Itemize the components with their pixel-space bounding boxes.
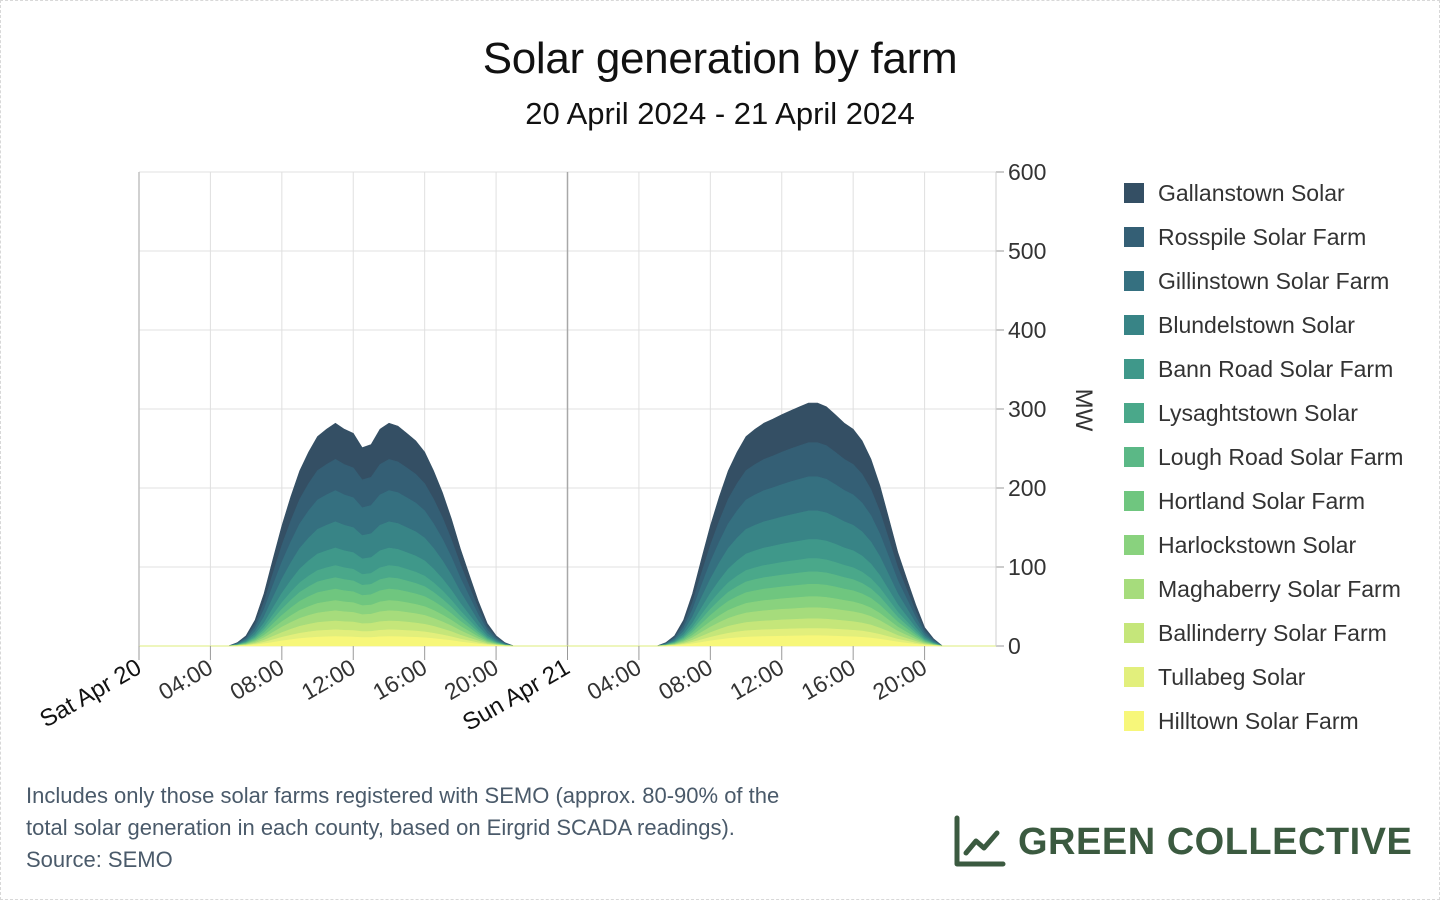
area-layer [139,402,996,647]
legend-item-hilltown-solar-farm: Hilltown Solar Farm [1124,706,1424,736]
x-tick-label: 04:00 [583,654,646,705]
area-hilltown-solar-farm [139,635,996,647]
footnote: Includes only those solar farms register… [26,780,926,876]
legend-item-rosspile-solar-farm: Rosspile Solar Farm [1124,222,1424,252]
legend-item-bann-road-solar-farm: Bann Road Solar Farm [1124,354,1424,384]
legend-swatch [1124,447,1144,467]
footnote-line-2: total solar generation in each county, b… [26,815,735,840]
x-tick-label: 12:00 [725,654,788,705]
x-tick-label: 16:00 [797,654,860,705]
legend-label: Harlockstown Solar [1158,531,1357,558]
legend-label: Gillinstown Solar Farm [1158,267,1390,294]
legend-item-gallanstown-solar: Gallanstown Solar [1124,178,1424,208]
legend-label: Gallanstown Solar [1158,179,1345,206]
y-axis-title: MW [1070,389,1097,432]
legend-label: Bann Road Solar Farm [1158,355,1394,382]
x-tick-label: 20:00 [868,654,931,705]
x-tick-label: 04:00 [154,654,217,705]
legend-item-maghaberry-solar-farm: Maghaberry Solar Farm [1124,574,1424,604]
x-tick-label: 16:00 [368,654,431,705]
legend-label: Tullabeg Solar [1158,663,1306,690]
legend-swatch [1124,403,1144,423]
legend-label: Lysaghtstown Solar [1158,399,1358,426]
brand-name: GREEN COLLECTIVE [1018,820,1413,863]
legend-item-harlockstown-solar: Harlockstown Solar [1124,530,1424,560]
legend-item-hortland-solar-farm: Hortland Solar Farm [1124,486,1424,516]
y-tick-label: 200 [1008,475,1046,501]
legend-swatch [1124,579,1144,599]
x-tick-label: 12:00 [297,654,360,705]
legend-label: Rosspile Solar Farm [1158,223,1367,250]
y-tick-label: 0 [1008,633,1021,659]
legend-item-ballinderry-solar-farm: Ballinderry Solar Farm [1124,618,1424,648]
y-tick-label: 300 [1008,396,1046,422]
legend-item-blundelstown-solar: Blundelstown Solar [1124,310,1424,340]
legend-label: Lough Road Solar Farm [1158,443,1404,470]
y-tick-label: 100 [1008,554,1046,580]
y-tick-label: 500 [1008,238,1046,264]
legend-item-gillinstown-solar-farm: Gillinstown Solar Farm [1124,266,1424,296]
footnote-source: Source: SEMO [26,847,173,872]
legend-swatch [1124,667,1144,687]
legend-swatch [1124,315,1144,335]
brand-logo: GREEN COLLECTIVE [952,812,1412,872]
legend-swatch [1124,711,1144,731]
legend-label: Hilltown Solar Farm [1158,707,1359,734]
legend-swatch [1124,535,1144,555]
legend-item-tullabeg-solar: Tullabeg Solar [1124,662,1424,692]
chart-subtitle: 20 April 2024 - 21 April 2024 [525,96,915,131]
legend-swatch [1124,359,1144,379]
legend-item-lysaghtstown-solar: Lysaghtstown Solar [1124,398,1424,428]
legend-item-lough-road-solar-farm: Lough Road Solar Farm [1124,442,1424,472]
legend-swatch [1124,227,1144,247]
legend-label: Maghaberry Solar Farm [1158,575,1401,602]
footnote-line-1: Includes only those solar farms register… [26,783,780,808]
legend-swatch [1124,623,1144,643]
y-tick-label: 400 [1008,317,1046,343]
legend-swatch [1124,183,1144,203]
legend-label: Blundelstown Solar [1158,311,1355,338]
legend-label: Hortland Solar Farm [1158,487,1366,514]
line-chart-icon [954,815,1006,867]
legend-swatch [1124,271,1144,291]
legend-label: Ballinderry Solar Farm [1158,619,1387,646]
x-tick-label: Sat Apr 20 [35,654,146,733]
x-tick-label: 08:00 [654,654,717,705]
y-tick-label: 600 [1008,159,1046,185]
legend-swatch [1124,491,1144,511]
chart-title: Solar generation by farm [482,34,958,83]
x-tick-label: 08:00 [225,654,288,705]
